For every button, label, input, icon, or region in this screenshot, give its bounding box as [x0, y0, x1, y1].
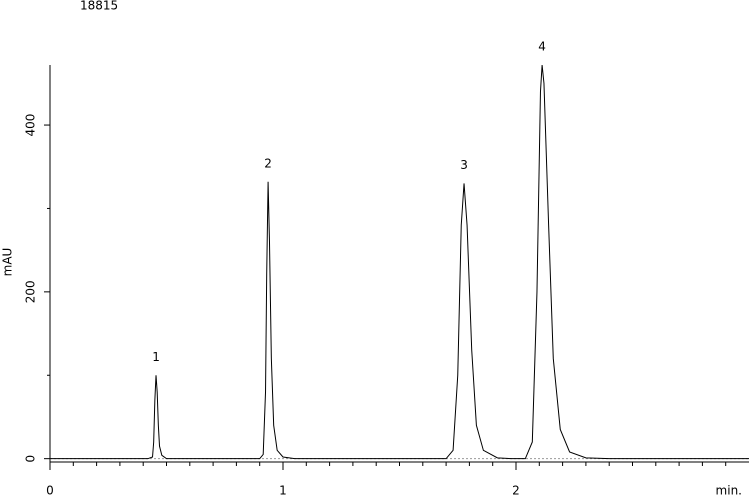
peak-label: 3	[460, 158, 468, 172]
peak-label: 2	[264, 156, 272, 170]
y-axis-label: mAU	[1, 248, 15, 277]
peak-label: 1	[152, 350, 160, 364]
peak-label: 4	[538, 40, 546, 54]
y-tick-label: 400	[24, 114, 38, 137]
x-axis-label: min.	[716, 484, 742, 497]
y-tick-label: 0	[24, 455, 38, 463]
x-tick-label: 2	[512, 484, 520, 497]
chart-title: 18815	[80, 0, 118, 13]
x-tick-label: 1	[279, 484, 287, 497]
y-tick-label: 200	[24, 280, 38, 303]
x-tick-label: 0	[46, 484, 54, 497]
trace	[50, 64, 749, 460]
